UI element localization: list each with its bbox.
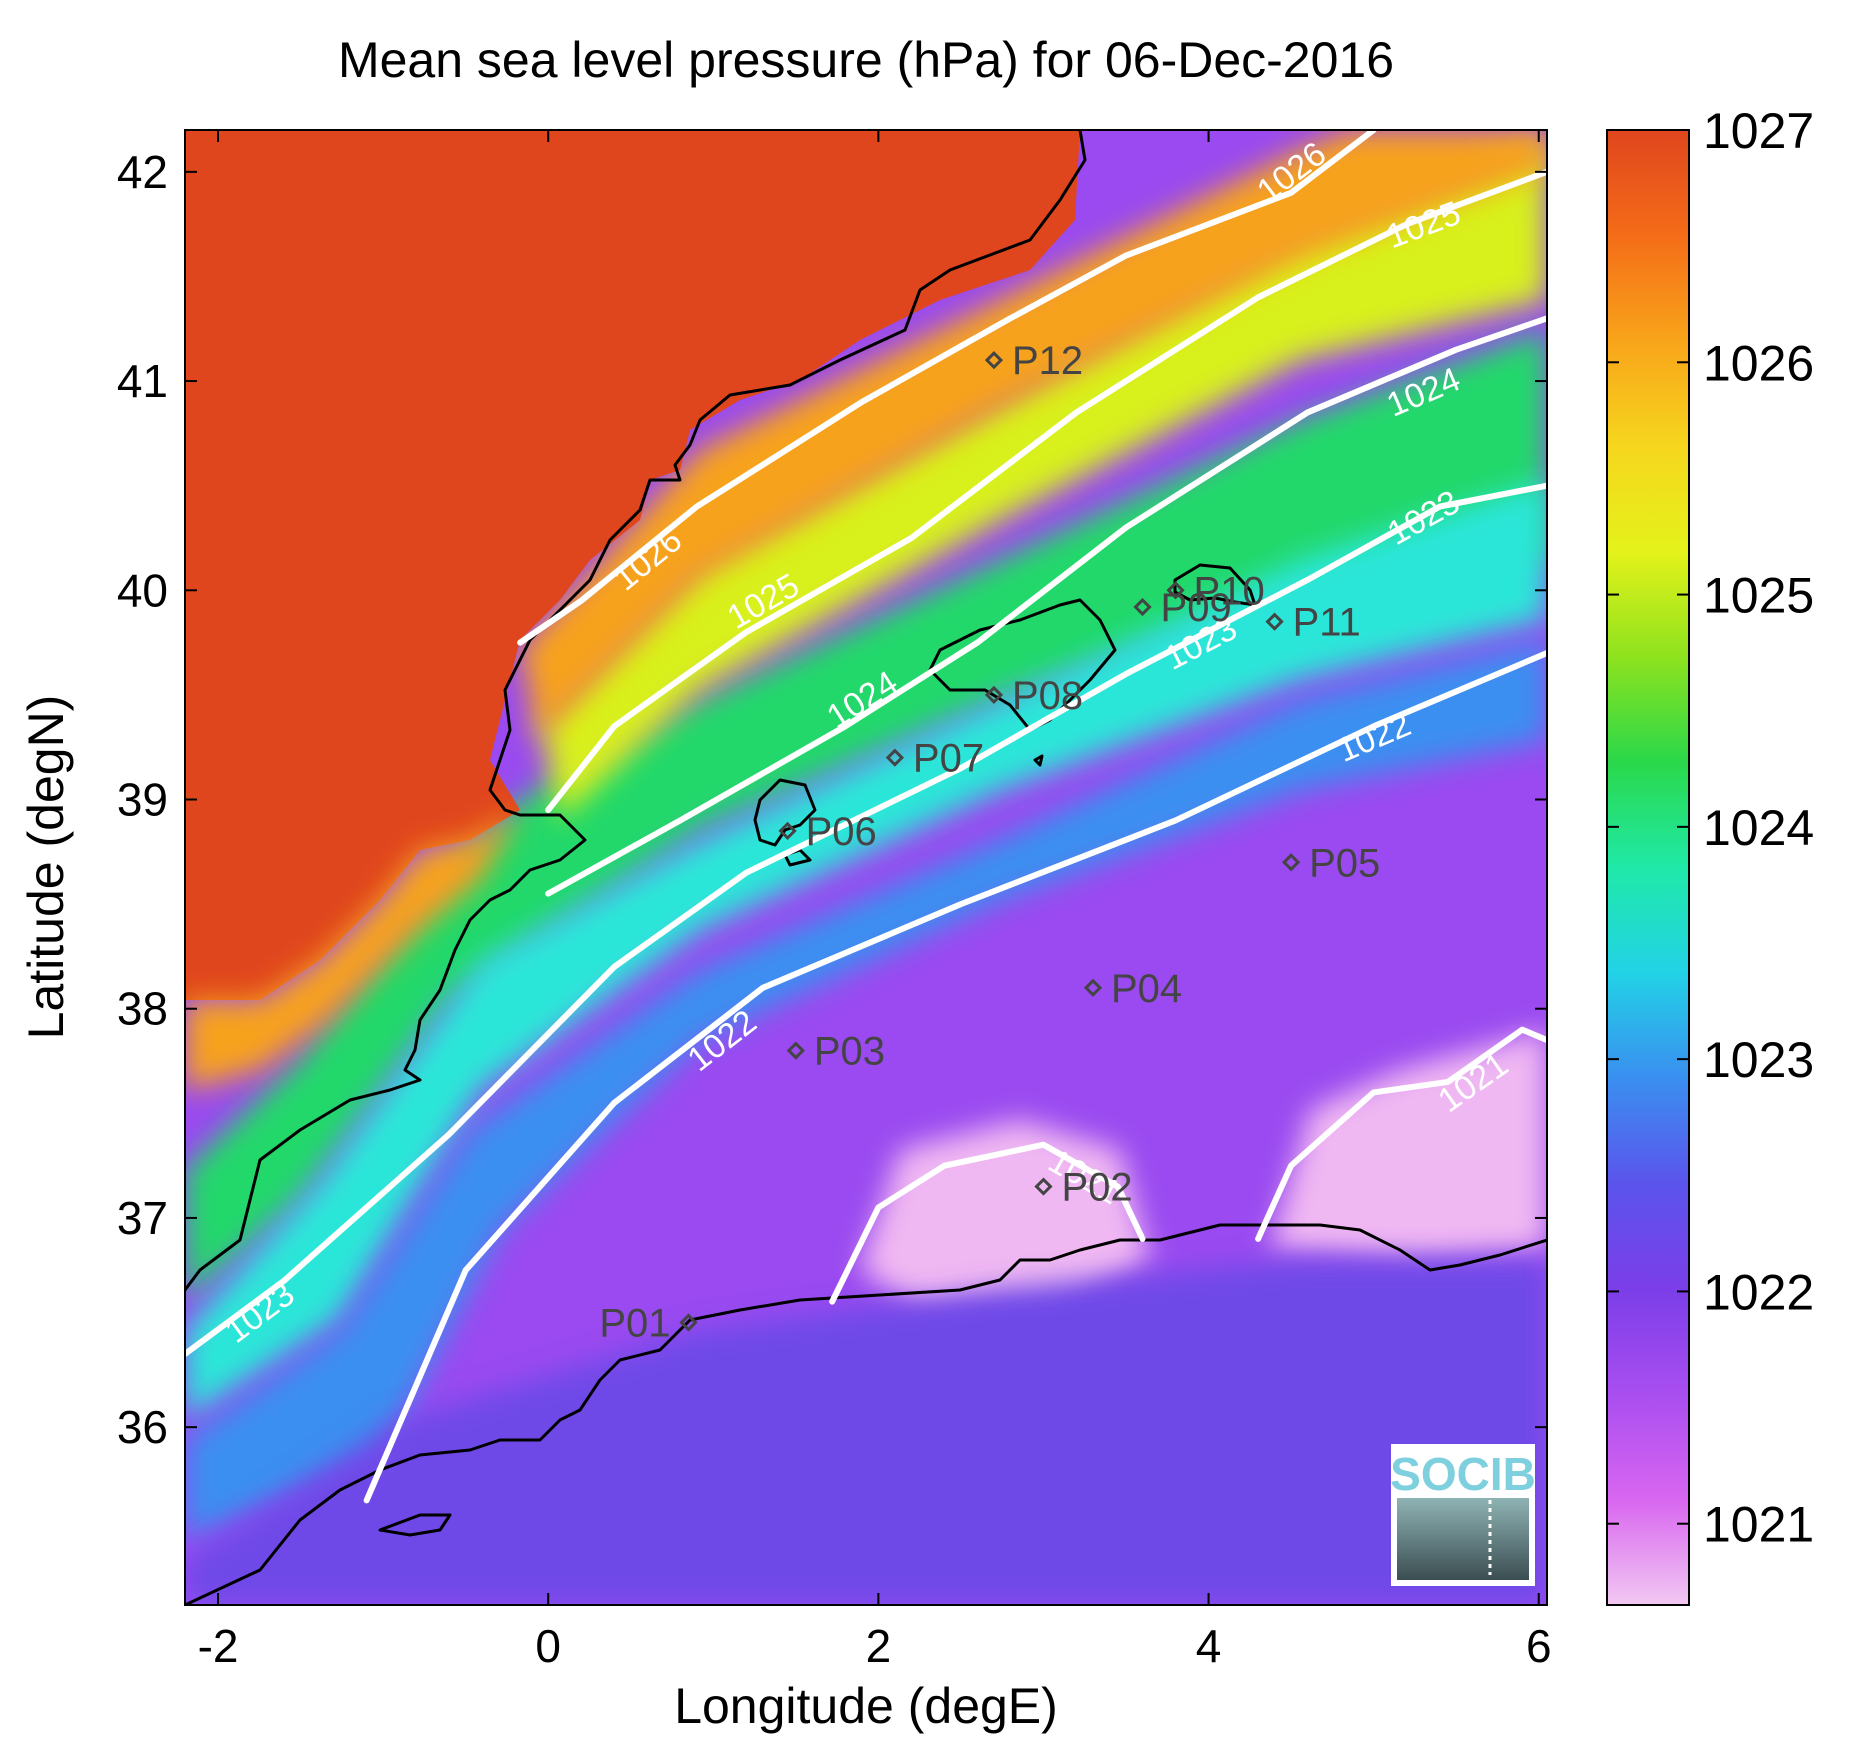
x-tick-label: 0	[535, 1620, 561, 1672]
y-axis-label: Latitude (degN)	[18, 695, 74, 1040]
y-tick-label: 42	[117, 146, 168, 198]
station-label: P10	[1194, 569, 1265, 613]
station-p12: P12	[984, 339, 1083, 383]
station-label: P03	[814, 1030, 885, 1074]
station-p05: P05	[1281, 841, 1380, 885]
x-tick-label: 6	[1526, 1620, 1552, 1672]
station-label: P08	[1012, 674, 1083, 718]
y-tick-label: 38	[117, 983, 168, 1035]
x-tick-label: -2	[198, 1620, 239, 1672]
station-label: P05	[1309, 841, 1380, 885]
station-marker	[1034, 1177, 1053, 1196]
y-tick-label: 41	[117, 355, 168, 407]
station-label: P07	[913, 737, 984, 781]
station-label: P06	[806, 810, 877, 854]
field-band-cyan	[185, 480, 1547, 1420]
station-p11: P11	[1265, 601, 1361, 645]
plot-area: 1026102610251025102410241023102310231022…	[185, 130, 1547, 1605]
socib-logo: SOCIB	[1390, 1444, 1536, 1586]
field-pink-patch-a	[860, 1120, 1150, 1310]
colorbar-tick-label: 1023	[1703, 1032, 1814, 1088]
station-marker	[679, 1313, 698, 1332]
station-marker	[1281, 853, 1301, 872]
coastline-2	[185, 1223, 1547, 1605]
station-label: P02	[1061, 1166, 1132, 1210]
colorbar-fill	[1607, 130, 1689, 1605]
station-p06: P06	[778, 810, 877, 854]
plot-frame	[184, 129, 1548, 1606]
station-label: P11	[1293, 601, 1361, 645]
station-marker	[1083, 978, 1103, 997]
logo-sea-image	[1397, 1498, 1529, 1580]
station-p04: P04	[1083, 967, 1182, 1011]
station-label: P01	[599, 1302, 670, 1346]
isobar-1024	[545, 315, 1547, 897]
isobar-1026	[517, 130, 1377, 646]
colorbar-tick-label: 1021	[1703, 1497, 1814, 1553]
isobar-1025	[545, 168, 1547, 813]
coastline-4	[1173, 563, 1257, 607]
y-tick-label: 37	[117, 1192, 168, 1244]
x-axis: -2 0 2 4 6	[198, 130, 1552, 1672]
colorbar-tick-label: 1027	[1703, 103, 1814, 159]
x-tick-label: 2	[866, 1620, 892, 1672]
y-tick-label: 36	[117, 1401, 168, 1453]
isobar-1021	[829, 1141, 1146, 1305]
station-p08: P08	[984, 674, 1083, 718]
y-tick-label: 40	[117, 564, 168, 616]
station-marker	[1166, 581, 1185, 600]
station-marker	[984, 685, 1004, 705]
field-band-green	[185, 330, 1547, 1300]
station-marker	[786, 1041, 805, 1060]
isobar-contours	[185, 130, 1547, 1504]
chart-title: Mean sea level pressure (hPa) for 06-Dec…	[338, 32, 1394, 88]
station-label: P12	[1012, 339, 1083, 383]
station-p03: P03	[786, 1030, 885, 1074]
station-marker	[885, 748, 905, 767]
logo-text: SOCIB	[1390, 1448, 1536, 1500]
x-tick-label: 4	[1196, 1620, 1222, 1672]
station-marker	[778, 821, 797, 841]
station-marker	[984, 351, 1004, 370]
colorbar-tick-label: 1024	[1703, 800, 1814, 856]
colorbar-ticks: 1021 1022 1023 1024 1025 1026 1027	[1607, 103, 1814, 1553]
field-land-orange-edge	[185, 810, 520, 1090]
isobar-1023	[185, 482, 1547, 1357]
field-pink-patch-b	[1270, 1030, 1547, 1260]
field-band-yellow	[540, 140, 1547, 820]
station-marker	[1133, 597, 1152, 617]
station-label: P04	[1111, 967, 1182, 1011]
field-band-blue	[185, 640, 1547, 1540]
colorbar-tick-label: 1025	[1703, 568, 1814, 624]
station-p10: P10	[1166, 569, 1265, 613]
x-axis-label: Longitude (degE)	[674, 1678, 1058, 1734]
colorbar-frame	[1606, 129, 1690, 1606]
y-tick-label: 39	[117, 774, 168, 826]
station-p02: P02	[1034, 1166, 1133, 1210]
coastline-1	[185, 130, 1087, 1291]
y-axis: 36 37 38 39 40 41 42	[117, 146, 1547, 1453]
isobar-1022	[363, 650, 1547, 1504]
field-africa-patch	[185, 1260, 1547, 1605]
station-p01: P01	[599, 1302, 698, 1346]
field-band-orange	[520, 130, 1547, 740]
colorbar-tick-label: 1022	[1703, 1264, 1814, 1320]
field-land-block	[185, 130, 1080, 1000]
pressure-field	[185, 130, 1547, 1605]
station-marker	[1265, 612, 1284, 631]
coastline-7	[1033, 754, 1044, 767]
isobar-1021	[1255, 1026, 1547, 1242]
coastline-8	[378, 1513, 452, 1537]
colorbar-tick-label: 1026	[1703, 335, 1814, 391]
station-p07: P07	[885, 737, 984, 781]
